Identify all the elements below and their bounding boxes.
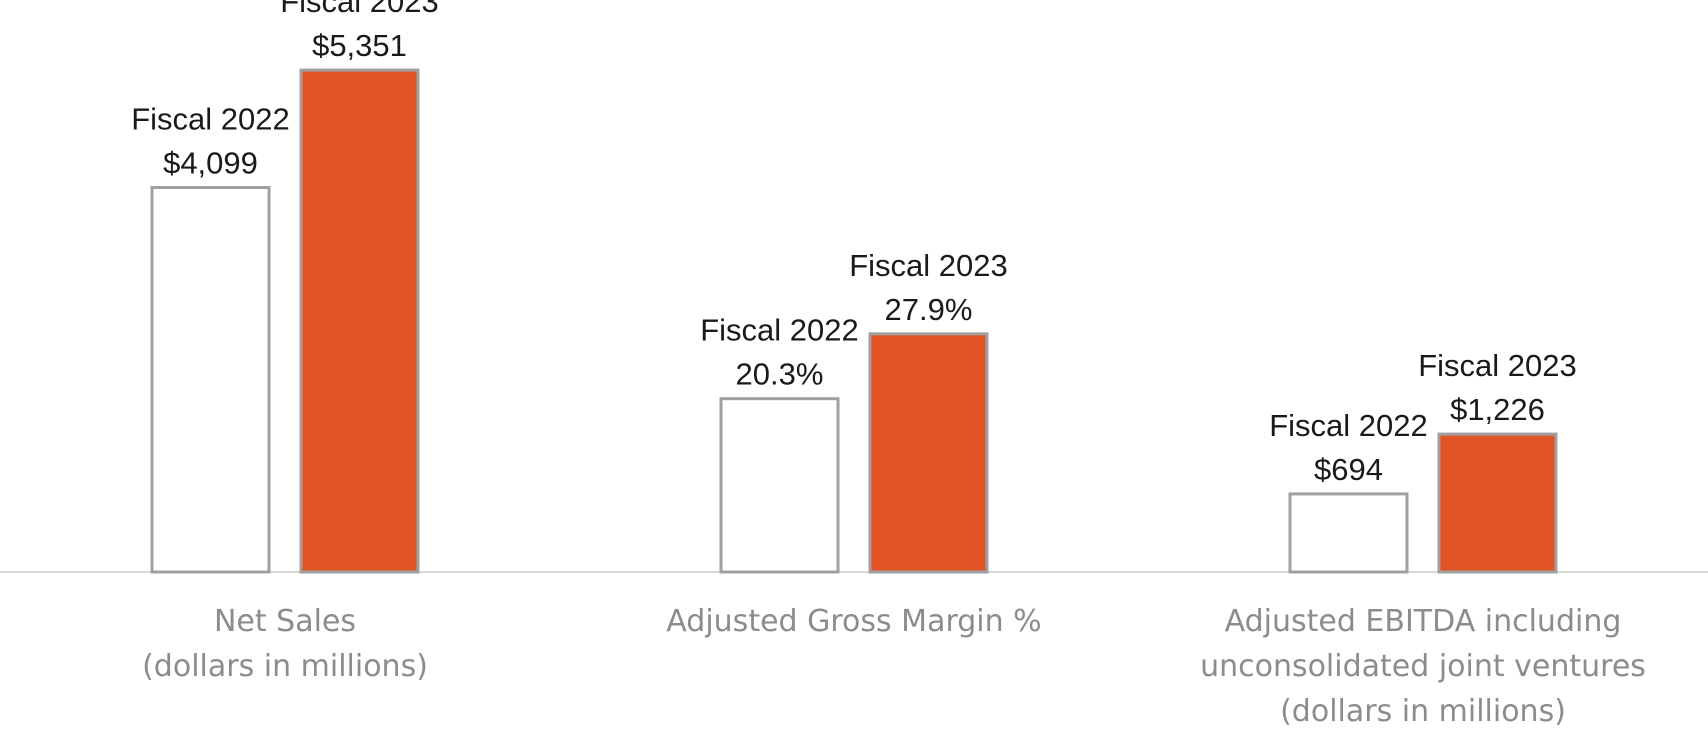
bar-value-label: 20.3% — [736, 357, 824, 392]
bar-series-label: Fiscal 2023 — [280, 0, 439, 19]
bar-fiscal-2023-group-2 — [868, 332, 989, 574]
bar-value-label: 27.9% — [885, 292, 973, 327]
category-label-line: Adjusted EBITDA including — [1225, 604, 1622, 639]
bar-value-label: $4,099 — [163, 146, 258, 181]
bar-series-label: Fiscal 2023 — [1418, 348, 1577, 383]
category-label-line: Adjusted Gross Margin % — [666, 604, 1041, 639]
bar-series-label: Fiscal 2022 — [131, 102, 290, 137]
bars-layer — [150, 68, 1558, 574]
category-label-line: (dollars in millions) — [142, 649, 428, 684]
bar-fiscal-2023-group-3 — [1437, 432, 1558, 574]
bar-series-label: Fiscal 2023 — [849, 248, 1008, 283]
category-label-line: Net Sales — [214, 604, 356, 639]
bar-value-label: $694 — [1314, 452, 1383, 487]
bar-series-label: Fiscal 2022 — [700, 313, 859, 348]
category-label-line: unconsolidated joint ventures — [1200, 649, 1646, 684]
category-labels: Net Sales (dollars in millions) Adjusted G… — [142, 604, 1646, 729]
bar-fiscal-2022-group-2 — [719, 397, 840, 574]
bar-value-label: $1,226 — [1450, 392, 1545, 427]
bar-fiscal-2022-group-1 — [150, 186, 271, 574]
category-label-line: (dollars in millions) — [1280, 694, 1566, 729]
bar-series-label: Fiscal 2022 — [1269, 408, 1428, 443]
bar-fiscal-2023-group-1 — [299, 68, 420, 574]
bar-value-label: $5,351 — [312, 28, 407, 63]
bar-fiscal-2022-group-3 — [1288, 492, 1409, 574]
labels-layer: Fiscal 2022 $4,099 Fiscal 2023 $5,351 Fiscal… — [131, 0, 1577, 487]
